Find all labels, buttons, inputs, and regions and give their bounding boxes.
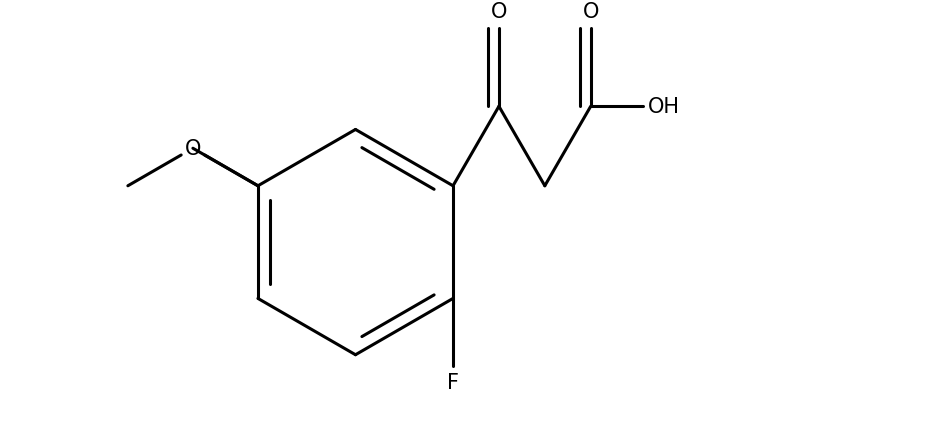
- Text: O: O: [185, 139, 201, 159]
- Text: O: O: [491, 2, 507, 22]
- Text: F: F: [447, 373, 459, 392]
- Text: O: O: [582, 2, 599, 22]
- Text: OH: OH: [648, 97, 680, 117]
